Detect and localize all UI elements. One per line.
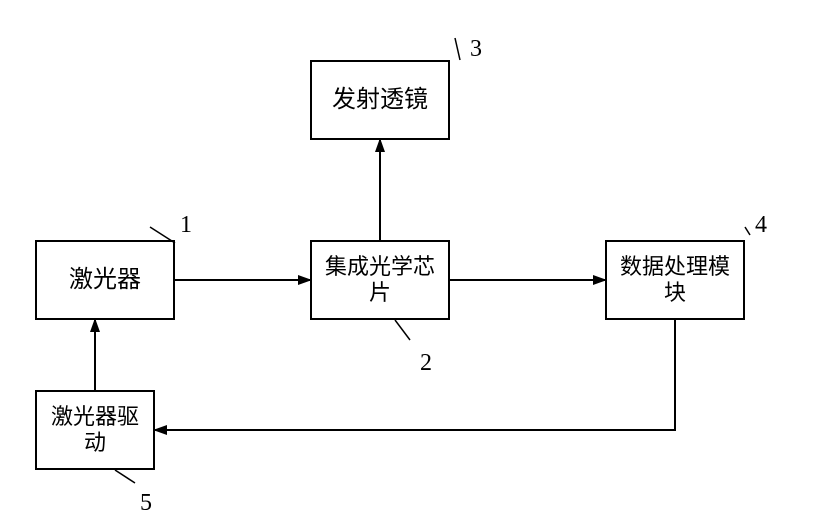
node-lens: 发射透镜 (310, 60, 450, 140)
node-driver-label: 激光器驱动 (43, 404, 147, 457)
node-dsp-number: 4 (755, 212, 767, 239)
node-driver: 激光器驱动 (35, 390, 155, 470)
node-laser-label: 激光器 (69, 266, 141, 295)
node-chip: 集成光学芯片 (310, 240, 450, 320)
node-dsp-label: 数据处理模块 (613, 254, 737, 307)
node-lens-number: 3 (470, 36, 482, 63)
callout-line-3 (395, 320, 410, 340)
callout-line-2 (745, 227, 750, 235)
node-laser-number: 1 (180, 212, 192, 239)
node-driver-number: 5 (140, 490, 152, 517)
edge-dsp-driver (155, 320, 675, 430)
node-lens-label: 发射透镜 (332, 86, 428, 115)
callout-line-4 (115, 470, 135, 483)
node-dsp: 数据处理模块 (605, 240, 745, 320)
node-chip-number: 2 (420, 350, 432, 377)
callout-line-1 (455, 38, 460, 60)
node-chip-label: 集成光学芯片 (318, 254, 442, 307)
node-laser: 激光器 (35, 240, 175, 320)
diagram-canvas: 激光器 1 集成光学芯片 2 发射透镜 3 数据处理模块 4 激光器驱动 5 (0, 0, 837, 523)
